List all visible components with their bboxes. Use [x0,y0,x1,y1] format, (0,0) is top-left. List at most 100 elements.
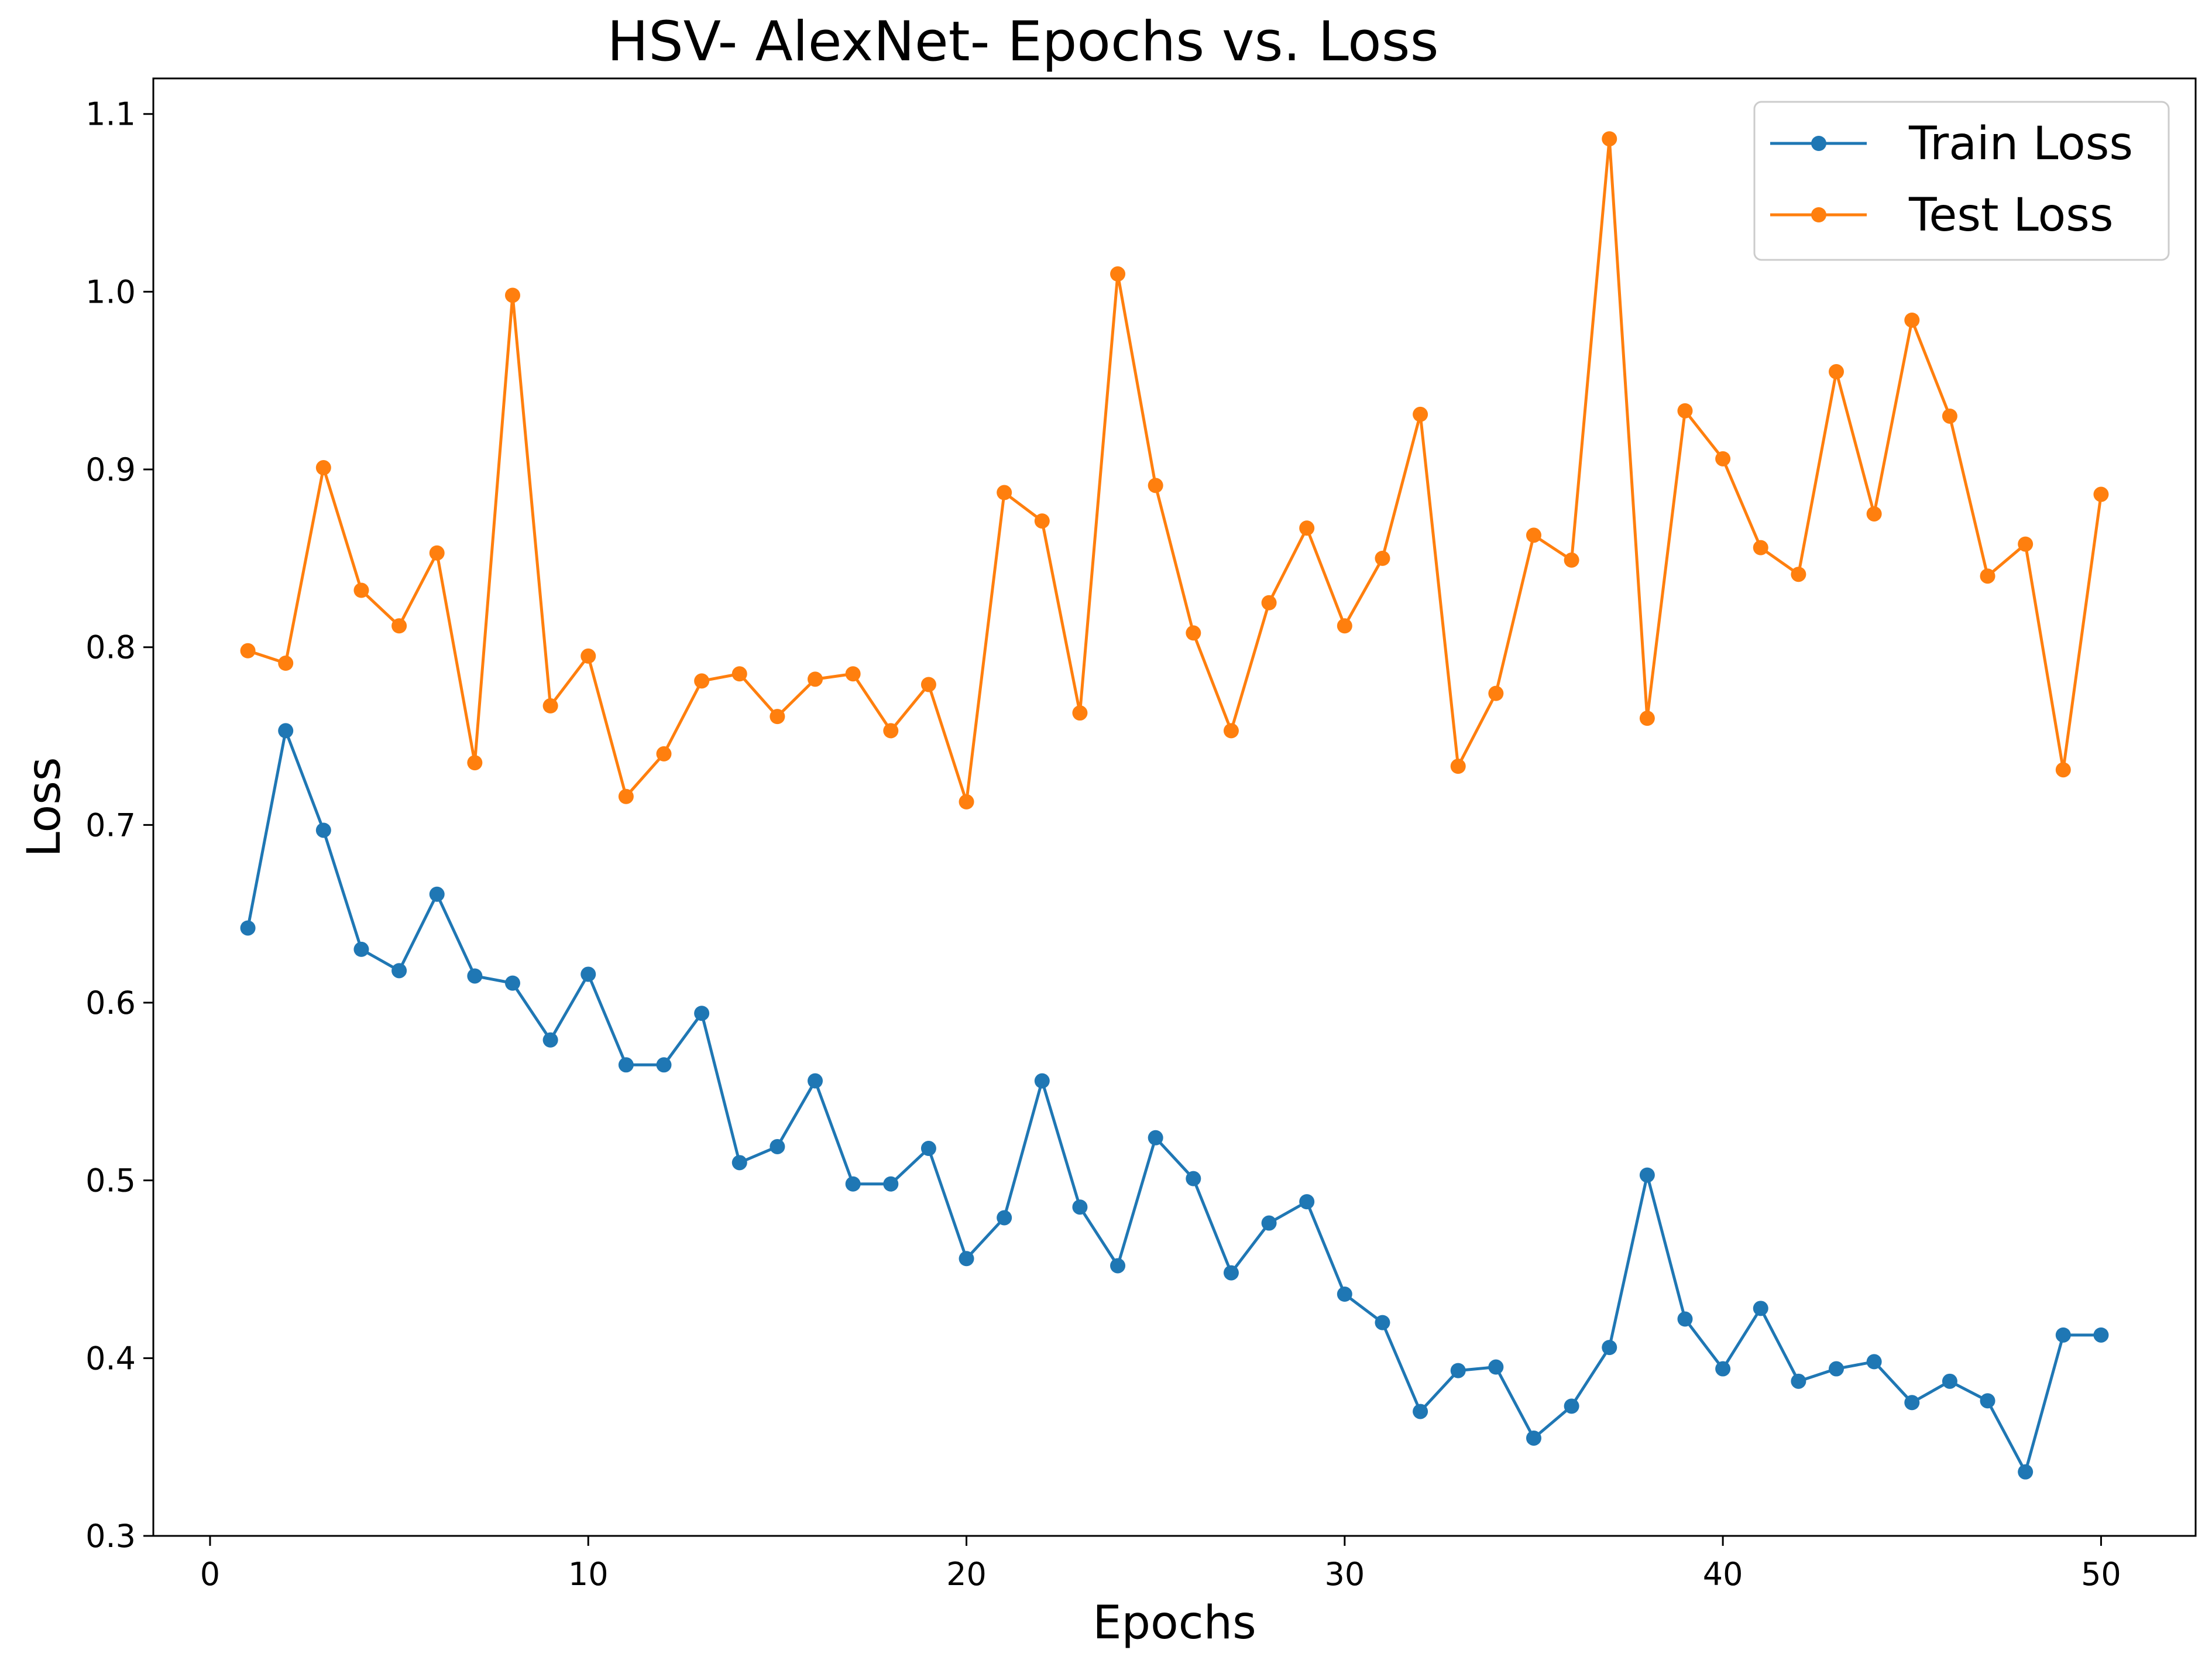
y-tick-label: 0.7 [85,807,136,843]
legend: Train Loss Test Loss [1753,101,2170,261]
x-axis-title: Epochs [1093,1597,1256,1649]
data-point-train-loss [845,1176,861,1192]
y-tick-label: 0.4 [85,1340,136,1377]
series-test-loss [240,131,2109,810]
data-point-train-loss [504,975,520,991]
legend-marker-train [1811,136,1826,151]
data-point-test-loss [770,709,785,725]
y-tick-label: 0.6 [85,985,136,1021]
data-point-train-loss [1677,1311,1693,1327]
series-train-loss [240,723,2109,1480]
x-tick-label: 0 [200,1556,220,1593]
legend-box [1753,101,2170,261]
y-tick-label: 0.5 [85,1162,136,1199]
data-point-train-loss [2093,1327,2109,1343]
data-point-test-loss [1261,595,1277,610]
legend-label-train: Train Loss [1908,118,2133,170]
data-point-test-loss [1034,513,1050,529]
data-point-train-loss [278,723,294,739]
data-point-train-loss [1791,1373,1806,1389]
data-point-test-loss [581,648,596,664]
data-point-test-loss [315,460,331,476]
y-tick-label: 1.1 [85,96,136,133]
data-point-train-loss [959,1251,974,1267]
x-tick-label: 50 [2081,1556,2121,1593]
data-point-train-loss [1904,1395,1920,1411]
data-point-test-loss [353,582,369,598]
data-point-train-loss [1072,1199,1088,1215]
data-point-test-loss [920,677,936,692]
chart-title: HSV- AlexNet- Epochs vs. Loss [607,10,1438,74]
legend-marker-test [1811,207,1826,222]
axes: 0 10 20 30 40 50 0.3 0.4 0.5 0.6 0.7 0.8 0.9 1.0 1.1 [85,96,2121,1593]
data-point-train-loss [353,941,369,957]
data-point-train-loss [1715,1361,1731,1377]
x-tick-label: 20 [946,1556,987,1593]
data-point-train-loss [391,963,407,979]
data-point-train-loss [1602,1340,1617,1356]
data-point-test-loss [1299,520,1315,536]
data-point-test-loss [959,794,974,810]
data-point-train-loss [1564,1398,1579,1414]
data-point-test-loss [1413,406,1428,422]
data-point-train-loss [883,1176,899,1192]
data-point-train-loss [1148,1130,1163,1145]
data-point-train-loss [1866,1354,1882,1370]
data-point-train-loss [1261,1215,1277,1231]
data-point-test-loss [2055,762,2071,778]
data-point-test-loss [1186,625,1201,641]
data-point-test-loss [1564,552,1579,568]
data-point-test-loss [1110,266,1126,282]
x-tick-label: 30 [1324,1556,1365,1593]
data-point-train-loss [1526,1430,1541,1446]
data-point-train-loss [770,1138,785,1154]
data-point-train-loss [1639,1167,1655,1183]
data-point-test-loss [2018,536,2034,552]
data-point-test-loss [1980,568,1995,584]
data-point-test-loss [1337,618,1352,634]
data-point-test-loss [391,618,407,634]
data-point-train-loss [997,1210,1012,1226]
data-point-test-loss [694,673,710,689]
data-point-train-loss [656,1057,672,1073]
data-point-train-loss [1450,1363,1466,1378]
data-point-test-loss [240,643,256,658]
y-tick-label: 0.3 [85,1518,136,1555]
data-point-test-loss [2093,486,2109,502]
data-point-train-loss [1299,1194,1315,1210]
x-tick-label: 40 [1703,1556,1743,1593]
data-point-test-loss [1375,550,1390,566]
plot-area [240,131,2109,1480]
data-point-test-loss [845,666,861,682]
data-point-test-loss [1866,506,1882,522]
data-point-train-loss [315,822,331,838]
data-point-test-loss [1072,705,1088,721]
data-point-train-loss [1223,1265,1239,1281]
data-point-train-loss [1034,1073,1050,1089]
data-point-train-loss [581,966,596,982]
y-tick-label: 0.8 [85,629,136,666]
data-point-train-loss [1488,1359,1504,1375]
data-point-test-loss [1715,451,1731,467]
data-point-test-loss [504,287,520,303]
legend-label-test: Test Loss [1908,189,2113,242]
data-point-test-loss [1829,364,1845,380]
data-point-train-loss [1110,1258,1126,1274]
data-point-train-loss [429,886,445,902]
data-point-train-loss [1753,1301,1768,1316]
data-point-test-loss [467,755,483,771]
data-point-test-loss [1677,403,1693,419]
data-point-train-loss [694,1006,710,1021]
data-point-test-loss [731,666,747,682]
data-point-train-loss [1942,1373,1957,1389]
data-point-test-loss [808,671,823,687]
data-point-train-loss [467,968,483,984]
data-point-test-loss [997,485,1012,500]
series-line-test-loss [247,137,2103,804]
y-tick-label: 1.0 [85,273,136,310]
data-point-train-loss [1186,1171,1201,1186]
data-point-test-loss [1148,478,1163,493]
data-point-test-loss [1791,567,1806,582]
